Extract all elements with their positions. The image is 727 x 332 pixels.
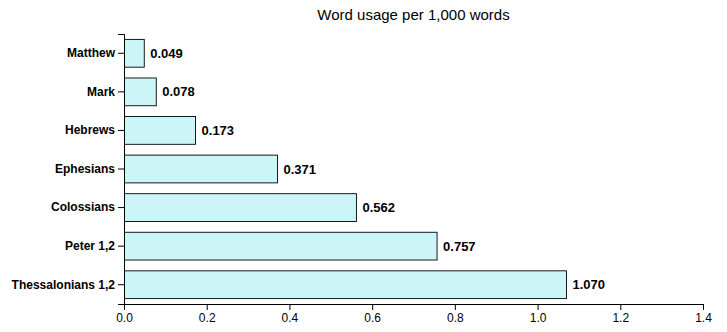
tick-mark	[289, 304, 290, 310]
tick-label: 0.4	[282, 311, 299, 325]
tick-label: 0.2	[199, 311, 216, 325]
tick-label: 0.0	[116, 311, 133, 325]
tick: Hebrews	[65, 123, 124, 137]
tick: 1.4	[695, 304, 712, 325]
data-label: 0.371	[283, 162, 316, 177]
title: Word usage per 1,000 words	[317, 6, 509, 23]
tick-mark	[620, 304, 621, 310]
bar	[124, 117, 196, 145]
tick: Mark	[87, 85, 124, 99]
data-label: 0.173	[202, 123, 235, 138]
tick-label: 1.2	[612, 311, 629, 325]
data-labels: 0.049 0.078 0.173 0.371 0.562 0.757 1.070	[150, 46, 605, 292]
chart: Word usage per 1,000 words 0.049 0.078 0.17…	[0, 0, 727, 332]
tick: Colossians	[51, 200, 124, 214]
x-axis: 0.0 0.2 0.4 0.6 0.8 1.0 1.2 1.4	[116, 304, 712, 325]
tick: Matthew	[67, 46, 124, 60]
tick-mark	[118, 207, 124, 208]
tick-mark	[118, 130, 124, 131]
tick-mark	[118, 91, 124, 92]
tick: 1.0	[530, 304, 547, 325]
data-label: 1.070	[573, 277, 606, 292]
tick: Ephesians	[55, 162, 124, 176]
tick-label: 1.4	[695, 311, 712, 325]
tick: 0.0	[116, 304, 133, 325]
data-label: 0.049	[150, 46, 183, 61]
bar	[124, 271, 567, 299]
tick-mark	[118, 246, 124, 247]
tick-label: Ephesians	[55, 162, 115, 176]
bar	[124, 232, 437, 260]
bar	[124, 155, 277, 183]
bar	[124, 194, 356, 222]
tick: 0.6	[364, 304, 381, 325]
tick-label: 1.0	[530, 311, 547, 325]
tick-label: Colossians	[51, 200, 115, 214]
tick-label: Hebrews	[65, 123, 115, 137]
axis-line	[118, 35, 125, 305]
tick-mark	[372, 304, 373, 310]
tick-mark	[703, 304, 704, 310]
bar	[124, 39, 144, 67]
tick: 0.4	[282, 304, 299, 325]
tick-label: 0.6	[364, 311, 381, 325]
tick: 0.2	[199, 304, 216, 325]
axis-line	[125, 305, 704, 311]
bars	[124, 39, 567, 298]
tick-label: 0.8	[447, 311, 464, 325]
data-label: 0.562	[362, 200, 395, 215]
tick-mark	[118, 169, 124, 170]
tick: 1.2	[612, 304, 629, 325]
tick-mark	[118, 284, 124, 285]
tick-label: Thessalonians 1,2	[12, 278, 116, 292]
data-label: 0.757	[443, 239, 476, 254]
plot: 0.0490.0780.1730.3710.5620.7571.0700.00.…	[12, 35, 713, 325]
y-axis: Matthew Mark Hebrews Ephesians Colossians Pet…	[12, 35, 125, 305]
data-label: 0.078	[162, 84, 195, 99]
tick: 0.8	[447, 304, 464, 325]
tick-mark	[118, 53, 124, 54]
tick-label: Mark	[87, 85, 115, 99]
tick-label: Peter 1,2	[65, 239, 115, 253]
tick: Peter 1,2	[65, 239, 124, 253]
tick: Thessalonians 1,2	[12, 278, 124, 292]
tick-mark	[455, 304, 456, 310]
tick-mark	[207, 304, 208, 310]
tick-mark	[538, 304, 539, 310]
tick-label: Matthew	[67, 46, 116, 60]
bar	[124, 78, 156, 106]
